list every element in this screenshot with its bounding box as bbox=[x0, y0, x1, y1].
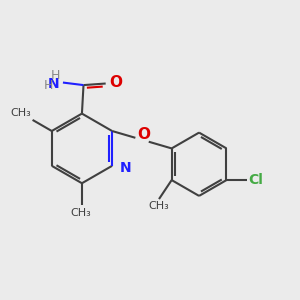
Text: O: O bbox=[110, 75, 122, 90]
Text: H: H bbox=[44, 79, 53, 92]
Text: N: N bbox=[120, 161, 132, 176]
Text: H: H bbox=[50, 69, 60, 82]
Text: N: N bbox=[47, 77, 59, 91]
Text: CH₃: CH₃ bbox=[70, 208, 91, 218]
Text: O: O bbox=[137, 128, 150, 142]
Text: CH₃: CH₃ bbox=[148, 201, 170, 211]
Text: CH₃: CH₃ bbox=[10, 108, 31, 118]
Text: Cl: Cl bbox=[249, 173, 263, 187]
